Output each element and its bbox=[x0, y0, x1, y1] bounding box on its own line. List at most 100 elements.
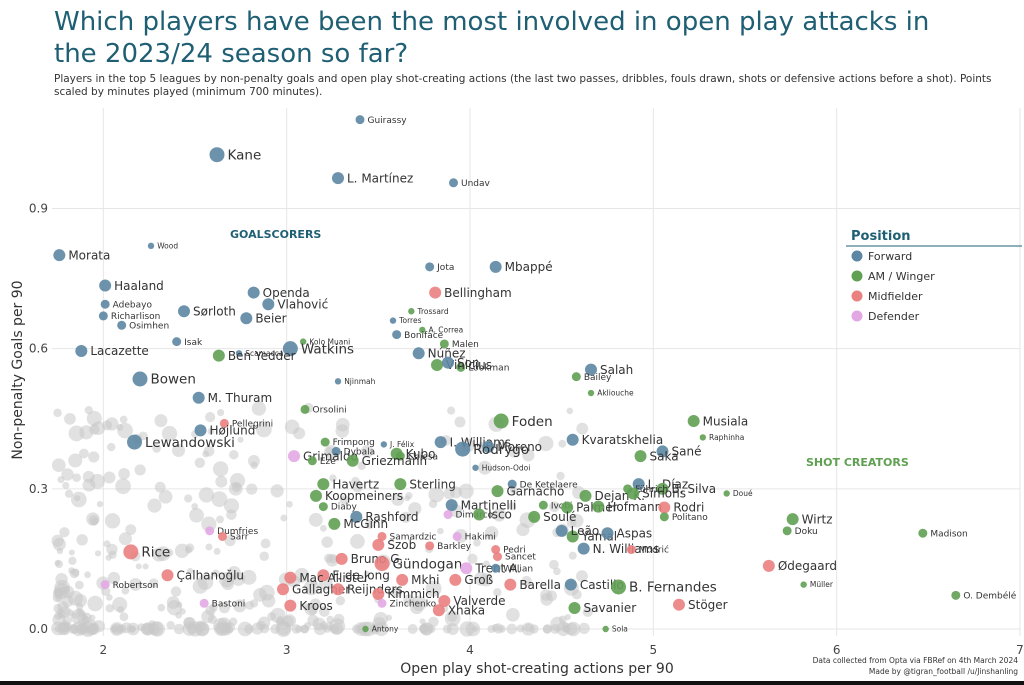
point-label-beier: Beier bbox=[255, 311, 286, 325]
point-label-rashford: Rashford bbox=[365, 510, 418, 524]
point-gro bbox=[449, 573, 462, 586]
point-label-b-fernandes: B. Fernandes bbox=[629, 580, 717, 596]
background-point bbox=[152, 444, 161, 453]
background-point bbox=[118, 467, 130, 480]
background-point bbox=[566, 518, 577, 528]
background-point bbox=[207, 428, 215, 435]
point-palmer bbox=[561, 501, 574, 514]
background-point bbox=[183, 616, 195, 629]
background-point bbox=[363, 571, 371, 578]
x-tick-label-2: 4 bbox=[466, 643, 474, 657]
background-point bbox=[444, 610, 461, 627]
point-torres bbox=[389, 317, 397, 324]
background-point bbox=[467, 553, 478, 564]
point-s-rloth bbox=[178, 305, 190, 318]
background-point bbox=[437, 527, 444, 535]
point-calhanoglu bbox=[161, 569, 174, 582]
background-point bbox=[116, 625, 124, 633]
background-point bbox=[294, 567, 310, 583]
point-robertson bbox=[100, 580, 110, 590]
point-foden bbox=[493, 413, 509, 429]
point-label-mac-allister: Mac Allister bbox=[299, 571, 369, 585]
background-point bbox=[68, 549, 75, 556]
point-mkhi bbox=[396, 573, 409, 586]
background-point bbox=[197, 574, 214, 591]
point-kroos bbox=[284, 599, 297, 612]
background-point bbox=[458, 483, 474, 499]
legend-title: Position bbox=[851, 229, 911, 244]
background-point bbox=[119, 415, 128, 424]
point-label-trossard: Trossard bbox=[417, 307, 449, 316]
point-label-valverde: Valverde bbox=[453, 594, 505, 608]
point-label-barella: Barella bbox=[519, 578, 561, 592]
background-point bbox=[259, 584, 275, 601]
point-label-hudson-odoi: Hudson-Odoi bbox=[482, 463, 531, 472]
point-pedri bbox=[491, 545, 501, 555]
point-label-politano: Politano bbox=[672, 513, 708, 523]
background-point bbox=[61, 585, 75, 599]
background-point bbox=[516, 624, 525, 633]
point-njinmah bbox=[334, 378, 342, 385]
background-point bbox=[157, 603, 166, 612]
background-point bbox=[308, 605, 318, 615]
point-label-wirtz: Wirtz bbox=[802, 512, 833, 526]
background-point bbox=[53, 408, 62, 418]
point-de-ketelaere bbox=[507, 479, 517, 489]
background-point bbox=[246, 483, 258, 495]
point-kane bbox=[209, 147, 225, 163]
point-rodrygo bbox=[455, 441, 471, 457]
background-point bbox=[221, 577, 234, 591]
background-point bbox=[205, 543, 213, 551]
point-label-adebayo: Adebayo bbox=[113, 300, 153, 310]
point-leao bbox=[555, 524, 568, 537]
background-point bbox=[270, 624, 281, 634]
point-label-m-thuram: M. Thuram bbox=[208, 391, 273, 405]
point-vinicius bbox=[431, 358, 443, 371]
point-hakimi bbox=[452, 531, 462, 541]
point-ivobi bbox=[538, 500, 548, 510]
background-point bbox=[212, 461, 229, 477]
background-point bbox=[329, 618, 346, 635]
point-label-torres: Torres bbox=[398, 316, 421, 325]
point-rodri bbox=[658, 501, 671, 514]
point-nunez bbox=[412, 347, 425, 360]
background-point bbox=[142, 563, 149, 570]
point-label-mbappe: Mbappé bbox=[505, 260, 553, 274]
background-point bbox=[522, 449, 535, 462]
point-i-williams bbox=[434, 436, 447, 449]
background-point bbox=[78, 623, 89, 634]
point-label-pedri: Pedri bbox=[503, 546, 526, 556]
background-point bbox=[138, 431, 148, 441]
point-label-openda: Openda bbox=[263, 286, 310, 300]
background-point bbox=[218, 602, 230, 614]
point-label-jota: Jota bbox=[436, 263, 454, 273]
point-label-sane: Sané bbox=[672, 445, 702, 459]
background-point bbox=[428, 499, 438, 509]
background-point bbox=[328, 555, 338, 564]
point-dybala bbox=[331, 446, 341, 456]
point-label-gundogan: Gündogan bbox=[393, 556, 463, 572]
point-sola bbox=[602, 625, 609, 633]
legend-label-midfielder: Midfielder bbox=[868, 290, 923, 303]
background-point bbox=[558, 439, 567, 448]
point-label-robertson: Robertson bbox=[113, 581, 159, 591]
x-axis-label: Open play shot-creating actions per 90 bbox=[400, 661, 674, 677]
point-reijnders bbox=[332, 583, 344, 596]
background-point bbox=[280, 514, 288, 522]
background-point bbox=[101, 586, 111, 596]
background-point bbox=[391, 493, 405, 506]
background-point bbox=[484, 526, 499, 540]
point-label-frimpong: Frimpong bbox=[333, 438, 375, 448]
point-label-calhanoglu: Çalhanoğlu bbox=[177, 568, 245, 582]
y-tick-label-1: 0.3 bbox=[29, 482, 48, 496]
point-frimpong bbox=[320, 437, 330, 447]
background-point bbox=[103, 471, 116, 484]
point-label-haaland: Haaland bbox=[114, 279, 164, 293]
point-moreno bbox=[482, 440, 495, 453]
background-point bbox=[121, 587, 130, 595]
point-aspas bbox=[601, 527, 614, 540]
background-point bbox=[392, 587, 403, 598]
background-point bbox=[566, 407, 574, 415]
background-point bbox=[215, 475, 228, 488]
point-label-griezmann: Griezmann bbox=[362, 454, 428, 468]
